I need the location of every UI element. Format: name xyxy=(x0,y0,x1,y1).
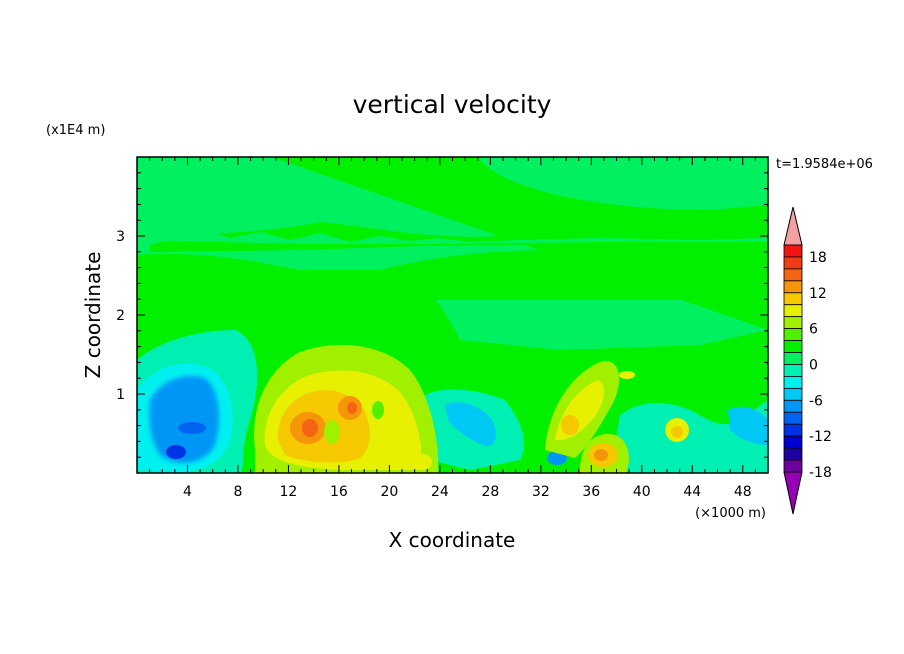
contour-darkblue-left2 xyxy=(178,422,206,434)
colorbar-tick-label: -12 xyxy=(809,429,832,445)
y-unit-label: (x1E4 m) xyxy=(46,123,105,138)
contour-streak-band xyxy=(150,222,768,252)
y-axis: 1 2 3 xyxy=(116,172,768,458)
colorbar-tick-label: -18 xyxy=(809,465,832,481)
colorbar-bottom-arrow xyxy=(783,471,803,515)
colorbar-swatch xyxy=(783,447,803,461)
colorbar-swatch xyxy=(783,399,803,413)
x-tick-label: 40 xyxy=(633,484,651,500)
colorbar-swatch xyxy=(783,352,803,365)
contour-yellow-updraft6 xyxy=(619,371,635,379)
colorbar-swatch xyxy=(783,328,803,341)
x-axis-title: X coordinate xyxy=(389,528,516,552)
x-tick-label: 16 xyxy=(330,484,348,500)
colorbar-swatch xyxy=(783,411,803,425)
colorbar-swatch xyxy=(783,423,803,437)
x-tick-label: 28 xyxy=(481,484,499,500)
colorbar-swatch xyxy=(783,316,803,330)
contour-blue-left xyxy=(149,376,219,463)
contour-darkblue-left xyxy=(166,445,186,459)
y-axis-title: Z coordinate xyxy=(81,252,105,379)
x-tick-label: 48 xyxy=(734,484,752,500)
contour-gold-updraft4 xyxy=(671,426,683,438)
contour-green-band xyxy=(137,248,768,300)
contour-yellow-updraft5 xyxy=(412,454,432,470)
colorbar-tick-label: 6 xyxy=(809,322,818,338)
colorbar-swatch xyxy=(783,292,803,306)
colorbar-tick-label: 0 xyxy=(809,357,818,373)
colorbar-swatch xyxy=(783,364,803,377)
time-label: t=1.9584e+06 xyxy=(776,157,873,172)
contour-green-hole2 xyxy=(324,420,340,444)
colorbar-swatch xyxy=(783,256,803,270)
colorbar-swatch xyxy=(783,244,803,258)
colorbar-swatch xyxy=(783,340,803,353)
x-tick-label: 24 xyxy=(431,484,449,500)
x-axis: 4 8 12 16 20 24 28 32 36 40 44 48 xyxy=(149,157,756,500)
contour-streak-light xyxy=(140,226,768,244)
colorbar-tick-label: 12 xyxy=(809,286,827,302)
colorbar-top-arrow xyxy=(783,206,803,246)
x-tick-label: 44 xyxy=(683,484,701,500)
y-tick-label: 1 xyxy=(116,387,125,403)
contour-green-hole xyxy=(372,401,384,419)
contour-cyan-right xyxy=(728,406,768,445)
contour-gold-updraft2 xyxy=(561,415,579,435)
colorbar-tick-label: 18 xyxy=(809,250,827,266)
x-tick-label: 20 xyxy=(380,484,398,500)
colorbar-swatch xyxy=(783,376,803,389)
contour-red-core xyxy=(302,419,318,437)
colorbar: 18 12 6 0 -6 -12 -18 xyxy=(783,206,832,515)
colorbar-swatch xyxy=(783,387,803,401)
contour-field xyxy=(137,157,768,473)
x-tick-label: 8 xyxy=(233,484,242,500)
colorbar-swatch xyxy=(783,268,803,282)
contour-cyan-mid xyxy=(445,402,496,447)
colorbar-swatch xyxy=(783,435,803,449)
colorbar-swatch xyxy=(783,304,803,318)
colorbar-tick-label: -6 xyxy=(809,393,823,409)
chart-title: vertical velocity xyxy=(353,90,552,119)
contour-orange-updraft3 xyxy=(594,449,608,461)
y-tick-label: 2 xyxy=(116,308,125,324)
x-tick-label: 36 xyxy=(582,484,600,500)
x-unit-label: (×1000 m) xyxy=(695,506,766,521)
y-tick-label: 3 xyxy=(116,229,125,245)
colorbar-swatch xyxy=(783,280,803,294)
colorbar-swatch xyxy=(783,459,803,473)
x-tick-label: 12 xyxy=(280,484,298,500)
x-tick-label: 32 xyxy=(532,484,550,500)
x-tick-label: 4 xyxy=(183,484,192,500)
contour-red-core2 xyxy=(347,402,357,414)
contour-teal-right xyxy=(610,400,768,473)
